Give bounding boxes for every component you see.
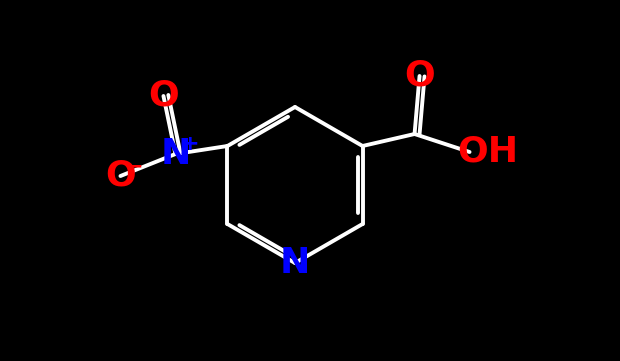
Text: N: N [280,246,310,280]
Text: +: + [180,134,199,154]
Text: −: − [125,156,144,176]
Text: OH: OH [457,135,518,169]
Text: O: O [148,79,179,113]
Text: O: O [105,159,136,193]
Text: O: O [404,59,435,93]
Text: N: N [160,137,190,171]
